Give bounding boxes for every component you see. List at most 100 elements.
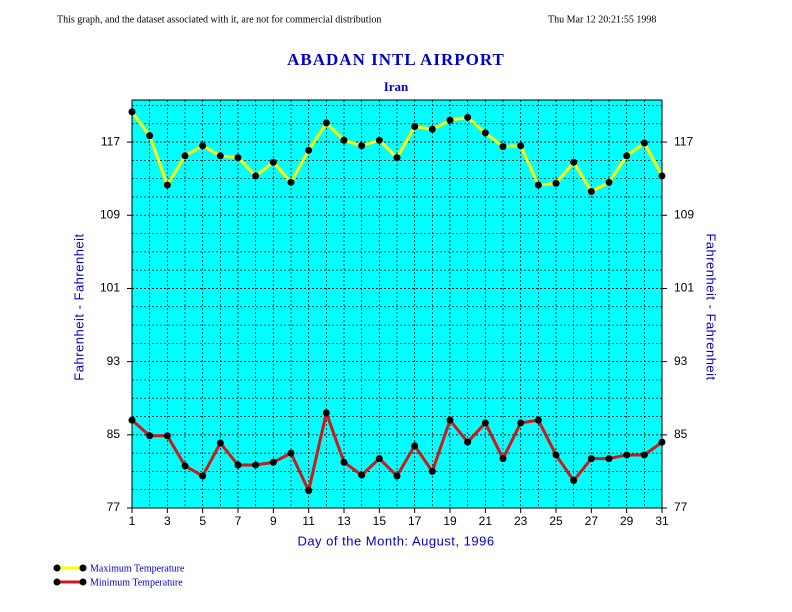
x-tick-label: 7 — [235, 514, 242, 528]
legend-label: Minimum Temperature — [90, 577, 183, 588]
data-point — [552, 179, 560, 187]
y2-axis-label: Fahrenheit - Fahrenheit — [704, 233, 719, 380]
data-point — [534, 416, 542, 424]
data-point — [658, 172, 666, 180]
data-point — [411, 442, 419, 450]
data-point — [446, 116, 454, 124]
y-tick-label: 93 — [107, 354, 121, 368]
data-point — [305, 146, 313, 154]
data-point — [305, 487, 313, 495]
data-point — [570, 477, 578, 485]
x-tick-label: 11 — [302, 514, 315, 528]
y-tick-label: 101 — [100, 281, 120, 295]
data-point — [658, 438, 666, 446]
data-point — [199, 142, 207, 150]
data-point — [605, 178, 613, 186]
data-point — [269, 158, 277, 166]
data-point — [216, 152, 224, 160]
y2-tick-label: 77 — [674, 500, 688, 514]
x-tick-label: 13 — [337, 514, 351, 528]
data-point — [181, 152, 189, 160]
data-point — [499, 455, 507, 463]
y-axis-label: Fahrenheit - Fahrenheit — [71, 233, 86, 380]
data-point — [340, 136, 348, 144]
legend-marker — [79, 564, 87, 572]
data-point — [481, 129, 489, 137]
data-point — [411, 123, 419, 131]
data-point — [322, 119, 330, 127]
x-tick-label: 5 — [199, 514, 206, 528]
data-point — [128, 108, 136, 116]
legend-marker — [53, 564, 61, 572]
data-point — [252, 461, 260, 469]
data-point — [322, 409, 330, 417]
data-point — [517, 419, 525, 427]
data-point — [481, 419, 489, 427]
data-point — [375, 455, 383, 463]
data-point — [358, 142, 366, 150]
x-tick-label: 9 — [270, 514, 277, 528]
data-point — [146, 132, 154, 140]
data-point — [358, 471, 366, 479]
x-tick-label: 17 — [408, 514, 422, 528]
x-tick-label: 25 — [549, 514, 563, 528]
legend-marker — [79, 578, 87, 586]
data-point — [163, 432, 171, 440]
data-point — [287, 178, 295, 186]
y-tick-label: 117 — [101, 134, 120, 148]
data-point — [128, 416, 136, 424]
data-point — [428, 125, 436, 133]
data-point — [234, 154, 242, 162]
data-point — [393, 472, 401, 480]
data-point — [623, 152, 631, 160]
x-axis-label: Day of the Month: August, 1996 — [297, 533, 494, 548]
y-tick-label: 85 — [107, 427, 121, 441]
data-point — [375, 136, 383, 144]
data-point — [499, 143, 507, 151]
data-point — [517, 142, 525, 150]
data-point — [552, 451, 560, 459]
legend-label: Maximum Temperature — [90, 563, 185, 574]
y-tick-label: 77 — [107, 500, 121, 514]
data-point — [570, 158, 578, 166]
data-point — [446, 416, 454, 424]
data-point — [234, 461, 242, 469]
legend-marker — [53, 578, 61, 586]
y-tick-label: 109 — [100, 207, 120, 221]
x-tick-label: 19 — [443, 514, 457, 528]
data-point — [199, 472, 207, 480]
x-tick-label: 15 — [373, 514, 387, 528]
data-point — [464, 113, 472, 121]
data-point — [534, 181, 542, 189]
x-tick-label: 1 — [129, 514, 136, 528]
x-tick-label: 31 — [655, 514, 669, 528]
y2-tick-label: 85 — [674, 427, 688, 441]
data-point — [587, 455, 595, 463]
data-point — [146, 432, 154, 440]
data-point — [216, 439, 224, 447]
x-tick-label: 23 — [514, 514, 528, 528]
chart-subtitle: Iran — [384, 79, 409, 94]
data-point — [605, 455, 613, 463]
data-point — [428, 467, 436, 475]
data-point — [252, 172, 260, 180]
y2-tick-label: 117 — [674, 134, 693, 148]
plot-frame — [131, 99, 663, 509]
chart-title: ABADAN INTL AIRPORT — [287, 50, 505, 69]
data-point — [393, 154, 401, 162]
header-left: This graph, and the dataset associated w… — [57, 14, 381, 25]
data-point — [163, 181, 171, 189]
data-point — [269, 458, 277, 466]
x-tick-label: 21 — [479, 514, 493, 528]
data-point — [640, 451, 648, 459]
data-point — [287, 449, 295, 457]
data-point — [640, 139, 648, 147]
data-point — [587, 187, 595, 195]
data-point — [181, 462, 189, 470]
header-right: Thu Mar 12 20:21:55 1998 — [548, 14, 656, 25]
data-point — [464, 438, 472, 446]
x-tick-label: 27 — [585, 514, 599, 528]
y2-tick-label: 101 — [674, 281, 694, 295]
x-tick-label: 3 — [164, 514, 171, 528]
